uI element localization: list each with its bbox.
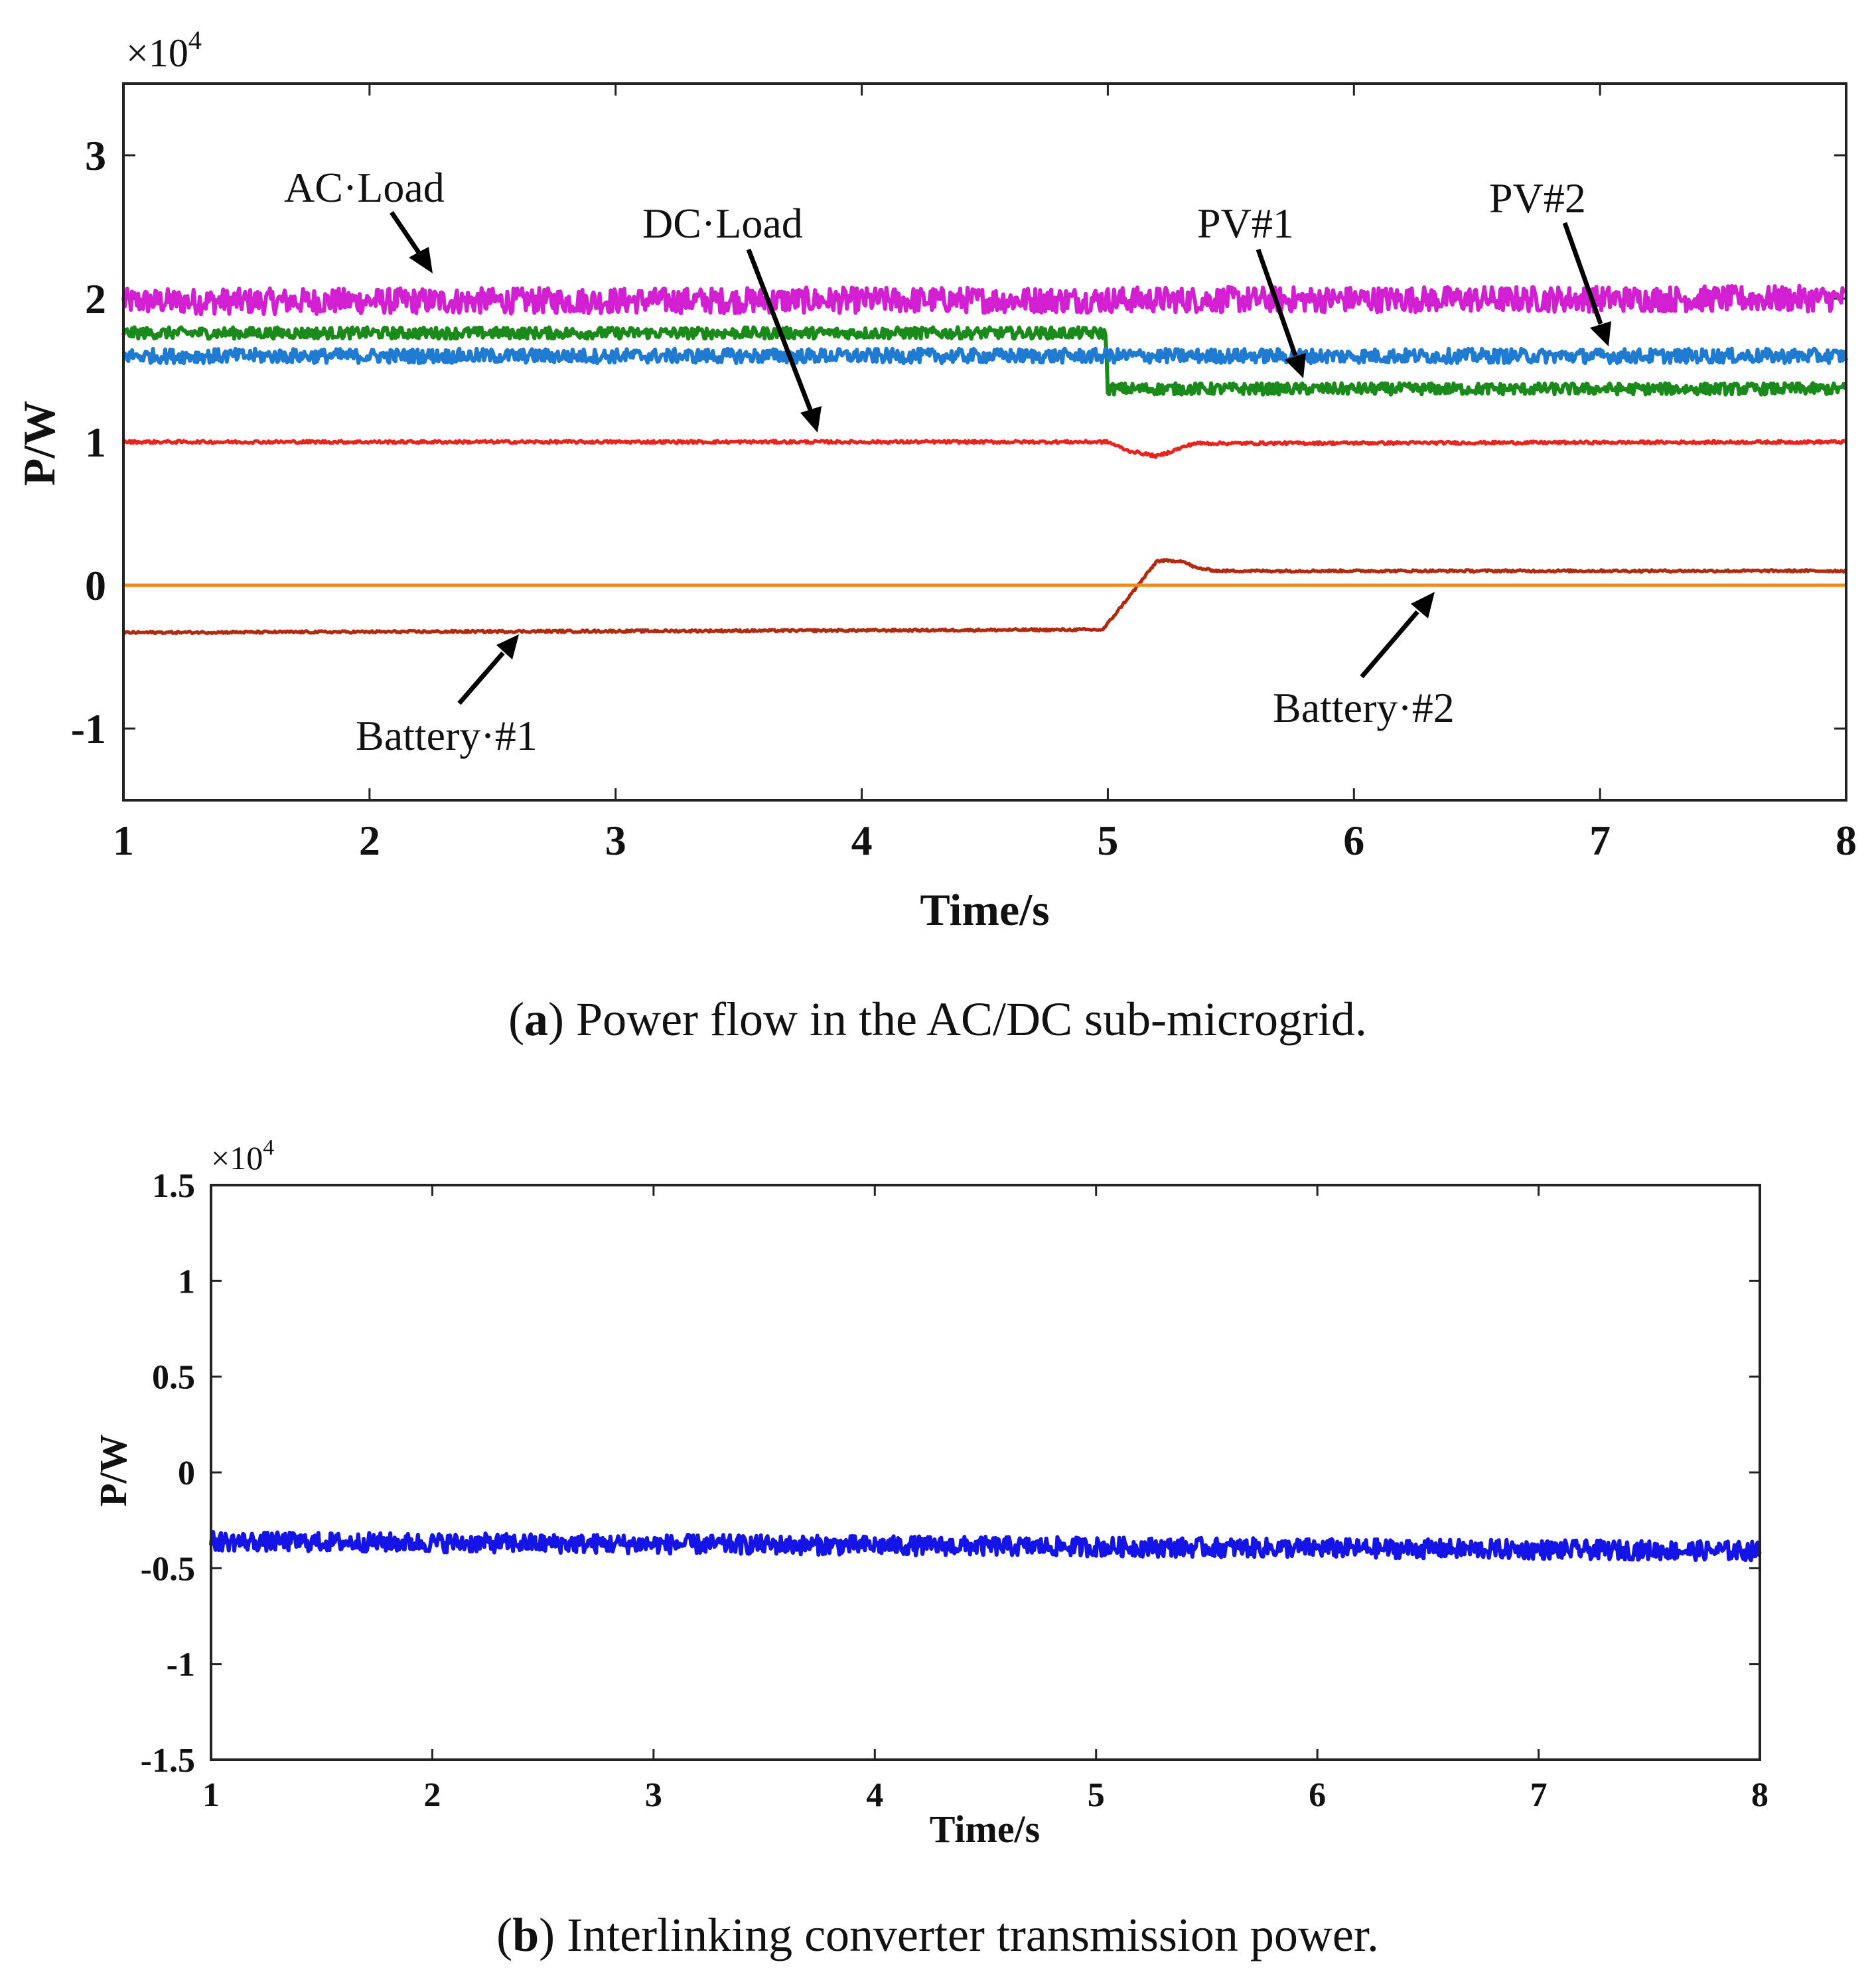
x-tick-label: 8: [1751, 1776, 1768, 1814]
y-tick-labels-a: -1 0 1 2 3: [71, 132, 106, 752]
plot-frame-a: [122, 82, 1847, 802]
series-line-interlinking-converter: [209, 1530, 1762, 1563]
x-tick-label: 7: [1530, 1776, 1548, 1814]
series-b: [209, 1530, 1762, 1563]
x-tick-label: 3: [645, 1776, 662, 1814]
arrowhead-battery1: [496, 634, 519, 660]
arrowhead-battery2: [1411, 592, 1435, 618]
x-tick-labels-a: 1 2 3 4 5 6 7 8: [113, 817, 1857, 864]
arrow-pv2: [1562, 222, 1603, 325]
annotation-battery1-label: Battery·#1: [356, 712, 538, 759]
annotation-pv1-label: PV#1: [1197, 200, 1294, 247]
y-tick-label: -0.5: [141, 1550, 195, 1588]
y-tick-label: 1: [178, 1263, 195, 1301]
caption-b: (b) Interlinking converter transmission …: [496, 1908, 1379, 1961]
arrow-dc-load: [746, 248, 814, 413]
x-tick-label: 3: [605, 817, 626, 864]
y-tick-labels-b: -1.5 -1 -0.5 0 0.5 1 1.5: [141, 1167, 195, 1780]
arrow-pv1: [1256, 248, 1298, 357]
annotation-pv1: PV#1: [1197, 200, 1306, 378]
x-tick-label: 1: [202, 1776, 220, 1814]
x-tick-label: 8: [1836, 817, 1857, 864]
x-tick-label: 7: [1589, 817, 1611, 864]
plot-area-b: [211, 1185, 1760, 1760]
y-tick-label: 0: [85, 562, 106, 609]
x-tick-labels-b: 1 2 3 4 5 6 7 8: [202, 1776, 1768, 1814]
x-axis-label-b: Time/s: [930, 1808, 1041, 1851]
y-tick-label: 0.5: [152, 1359, 195, 1397]
y-tick-label: 1.5: [152, 1167, 195, 1205]
y-tick-label: -1: [167, 1646, 195, 1684]
series-line-pv-1: [121, 325, 1848, 397]
annotation-pv2: PV#2: [1489, 175, 1611, 346]
x-tick-label: 6: [1309, 1776, 1326, 1814]
series-line-ac-load: [121, 283, 1847, 317]
arrowhead-pv2: [1590, 321, 1611, 346]
annotation-dc-load-label: DC·Load: [642, 200, 803, 247]
y-tick-label: -1.5: [141, 1742, 195, 1780]
annotation-dc-load: DC·Load: [642, 200, 822, 433]
caption-a: (a) Power flow in the AC/DC sub-microgri…: [508, 993, 1367, 1046]
annotation-ac-load: AC·Load: [284, 164, 445, 273]
annotation-ac-load-label: AC·Load: [284, 164, 445, 211]
y-tick-label: -1: [71, 705, 106, 752]
series-a: [121, 283, 1848, 636]
annotation-battery2: Battery·#2: [1273, 592, 1455, 731]
x-tick-label: 1: [113, 817, 134, 864]
series-line-pv-2: [122, 346, 1848, 366]
x-axis-label-a: Time/s: [920, 885, 1049, 935]
arrow-battery1: [457, 651, 505, 705]
plot-frame-b: [210, 1184, 1761, 1761]
series-line-battery-1: [122, 558, 1847, 636]
y-axis-label-b: P/W: [92, 1434, 135, 1507]
x-tick-label: 2: [423, 1776, 441, 1814]
x-tick-label: 2: [359, 817, 380, 864]
y-tick-label: 2: [85, 275, 106, 322]
series-line-dc-load: [121, 439, 1847, 459]
arrowhead-dc-load: [800, 406, 822, 433]
exponent-label-a: ×104: [126, 25, 202, 75]
arrowhead-ac-load: [409, 247, 433, 273]
x-tick-label: 4: [866, 1776, 883, 1814]
y-tick-label: 0: [178, 1455, 195, 1492]
y-tick-label: 1: [85, 419, 106, 466]
exponent-label-b: ×104: [211, 1135, 274, 1176]
y-axis-label-a: P/W: [14, 401, 64, 486]
x-tick-label: 5: [1088, 1776, 1105, 1814]
annotation-pv2-label: PV#2: [1489, 175, 1586, 222]
annotation-battery2-label: Battery·#2: [1273, 684, 1455, 731]
arrow-ac-load: [390, 211, 424, 259]
arrow-battery2: [1360, 610, 1419, 679]
x-tick-label: 4: [851, 817, 873, 864]
x-tick-label: 5: [1097, 817, 1118, 864]
annotation-battery1: Battery·#1: [356, 634, 538, 759]
y-tick-label: 3: [85, 132, 106, 179]
arrowhead-pv1: [1285, 353, 1306, 378]
x-tick-label: 6: [1343, 817, 1364, 864]
